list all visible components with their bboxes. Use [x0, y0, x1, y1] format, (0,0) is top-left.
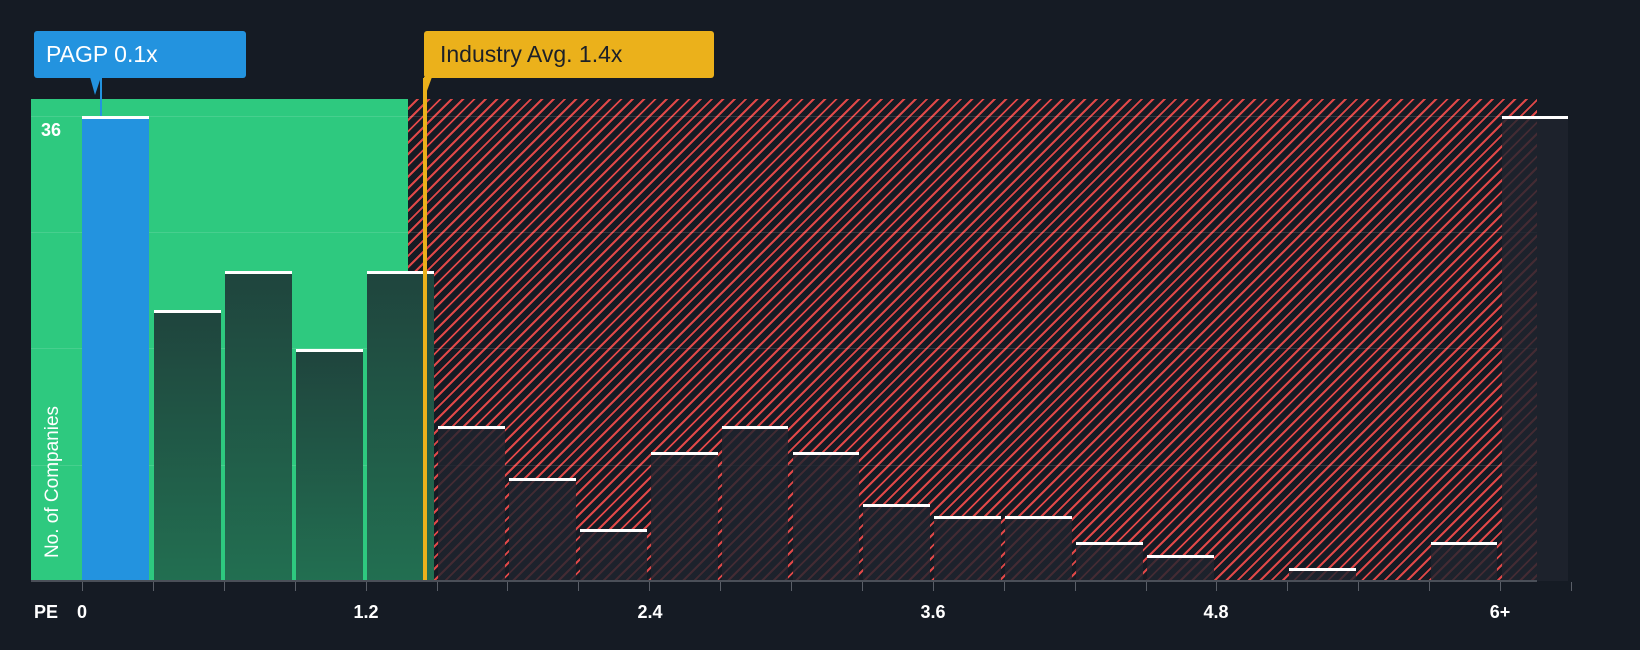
histogram-bar [1288, 568, 1356, 581]
histogram-bar [934, 516, 1002, 581]
x-tick [791, 582, 792, 591]
x-tick [436, 582, 438, 591]
histogram-bar [579, 529, 647, 581]
x-tick [294, 582, 296, 591]
bar-cap [579, 529, 647, 533]
bar-cap [154, 309, 222, 313]
x-tick-label: 3.6 [920, 602, 946, 622]
histogram-bar [225, 271, 293, 581]
x-tick [720, 582, 722, 591]
x-tick [365, 582, 367, 591]
x-tick-label: 0 [76, 602, 88, 622]
bar-cap [650, 451, 718, 455]
industry-callout-pointer [424, 77, 432, 99]
gridline [31, 348, 1537, 349]
bar-cap [82, 116, 149, 119]
x-tick [649, 582, 651, 591]
industry-average-callout: Industry Avg. 1.4x [424, 31, 714, 78]
x-tick [1429, 582, 1431, 591]
histogram-bar [1430, 542, 1498, 581]
x-tick [932, 582, 934, 591]
bar-cap [721, 426, 789, 429]
histogram-bar [154, 309, 222, 581]
x-tick [1287, 582, 1289, 591]
histogram-bar [438, 426, 505, 581]
company-callout-pointer [90, 77, 101, 95]
bar-cap [438, 426, 505, 429]
x-tick [578, 582, 580, 591]
bar-cap [1430, 542, 1498, 546]
x-tick [223, 582, 225, 591]
company-bar [82, 116, 149, 581]
x-tick [861, 582, 863, 591]
histogram-bar [650, 451, 718, 581]
bar-cap [225, 271, 293, 274]
histogram-bar [1005, 516, 1073, 581]
x-tick [1570, 582, 1572, 591]
overvalued-zone [408, 99, 1537, 581]
histogram-bar [863, 503, 931, 581]
histogram-bar [1076, 542, 1143, 581]
bar-cap [367, 271, 434, 274]
x-tick [1145, 582, 1147, 591]
bar-cap [1005, 516, 1073, 520]
bar-cap [296, 348, 364, 352]
bar-cap [792, 451, 860, 455]
histogram-bar [508, 477, 576, 581]
x-tick [1216, 582, 1218, 591]
bar-cap [1288, 568, 1356, 572]
bar-cap [1076, 542, 1143, 546]
y-axis-max-label: 36 [41, 120, 62, 140]
x-axis-line [31, 580, 1537, 582]
histogram-bar [296, 348, 364, 581]
gridline [31, 116, 1537, 117]
x-tick [1500, 582, 1501, 591]
y-axis-title: No. of Companies [42, 405, 63, 559]
x-tick-label: 1.2 [353, 602, 379, 622]
x-tick [507, 582, 509, 591]
bar-cap [1501, 116, 1569, 119]
x-tick-label: 2.4 [637, 602, 663, 622]
company-marker-line [100, 78, 102, 116]
x-axis-prefix: PE [34, 602, 59, 622]
histogram-bar [721, 426, 789, 581]
company-pe-callout: PAGP 0.1x [34, 31, 246, 78]
histogram-bar [792, 451, 860, 581]
industry-average-line [423, 78, 427, 581]
bar-cap [508, 477, 576, 481]
histogram-bar [1501, 116, 1569, 581]
x-tick [152, 582, 154, 591]
x-tick-label: 4.8 [1203, 602, 1229, 622]
bar-cap [934, 516, 1002, 520]
x-tick [82, 582, 83, 591]
bar-cap [863, 503, 931, 507]
x-tick-label: 6+ [1489, 602, 1511, 622]
histogram-bar [1147, 555, 1214, 581]
histogram-bar [367, 271, 434, 581]
x-tick [1358, 582, 1360, 591]
x-tick [1003, 582, 1005, 591]
x-tick [1074, 582, 1076, 591]
bar-cap [1147, 555, 1214, 559]
gridline [31, 232, 1537, 233]
